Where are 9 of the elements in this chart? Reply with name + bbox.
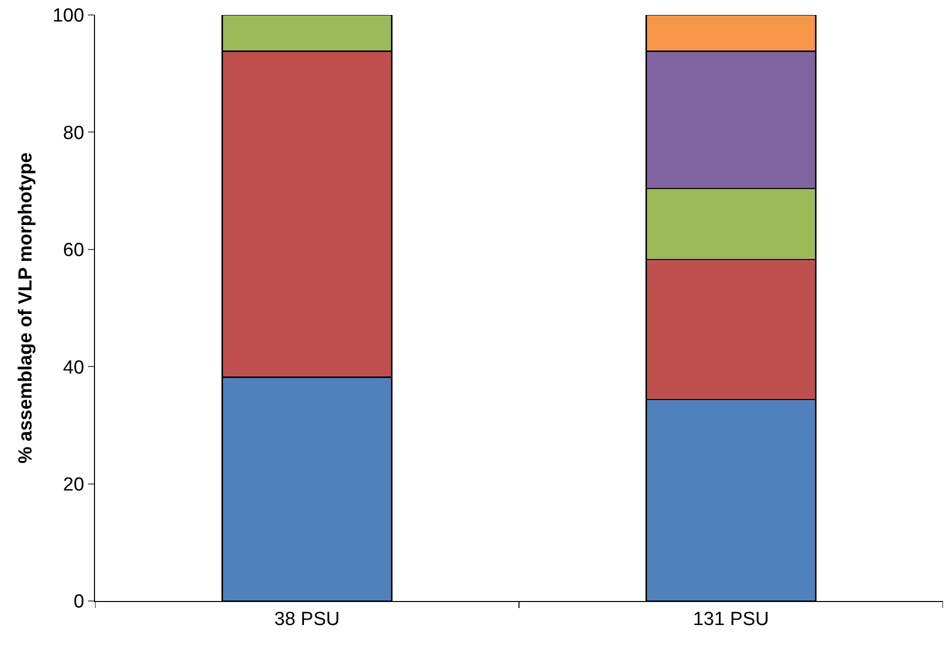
y-tick-label: 60 <box>63 240 84 262</box>
y-tick-label: 20 <box>63 474 84 496</box>
y-tick-label: 100 <box>52 6 84 27</box>
y-tick-label: 80 <box>63 122 84 144</box>
y-axis-title: % assemblage of VLP morphotype <box>15 152 36 464</box>
x-tick-label: 38 PSU <box>274 608 340 630</box>
y-tick-label: 0 <box>74 592 84 613</box>
x-tick-label: 131 PSU <box>692 608 770 630</box>
y-tick-label: 40 <box>63 357 84 378</box>
